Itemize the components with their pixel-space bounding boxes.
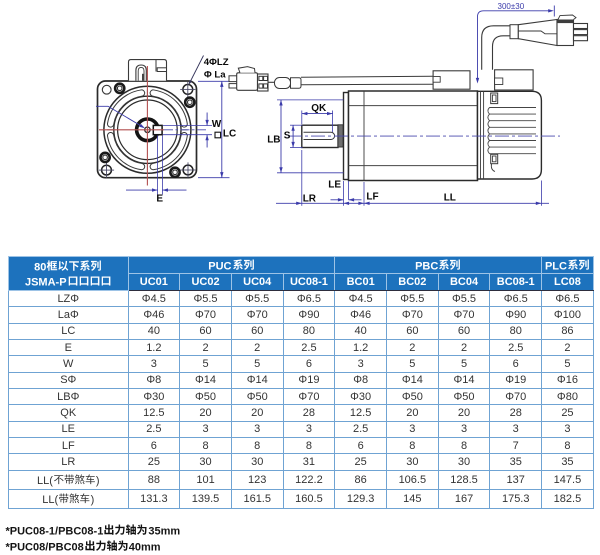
svg-text:LL: LL — [444, 193, 456, 204]
svg-text:4ΦLZ: 4ΦLZ — [204, 57, 229, 68]
svg-text:S: S — [284, 130, 291, 141]
svg-text:Φ La: Φ La — [204, 70, 226, 81]
svg-text:E: E — [156, 194, 163, 205]
svg-text:W: W — [212, 119, 222, 130]
svg-text:LF: LF — [366, 192, 378, 203]
svg-text:QK: QK — [311, 103, 327, 114]
svg-text:300±30: 300±30 — [498, 2, 525, 11]
svg-text:LC: LC — [223, 128, 236, 139]
svg-text:LR: LR — [303, 193, 317, 204]
svg-text:LE: LE — [328, 180, 341, 191]
svg-text:LB: LB — [267, 135, 280, 146]
